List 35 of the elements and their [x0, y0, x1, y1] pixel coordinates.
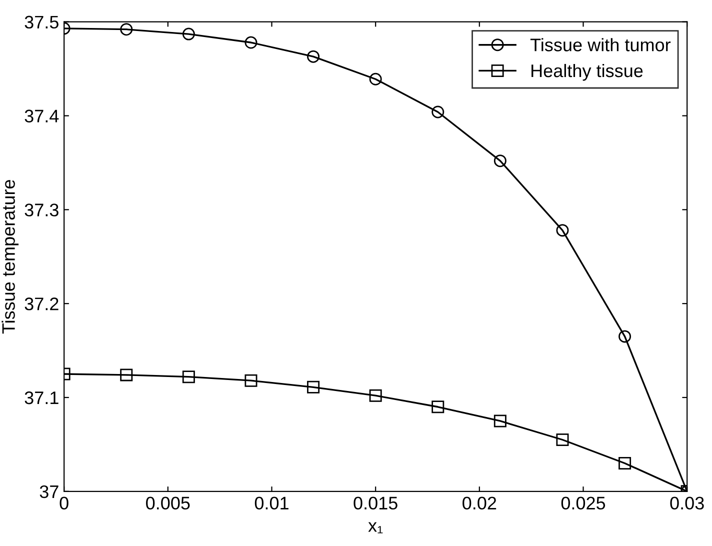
point [244, 374, 258, 387]
point [182, 28, 195, 40]
point [244, 36, 258, 49]
legend-label: Tissue with tumor [530, 38, 671, 52]
point [182, 370, 195, 384]
point [432, 106, 444, 118]
point [307, 380, 320, 394]
y-tick-label: 37.4 [24, 110, 59, 122]
point [494, 414, 506, 428]
x-tick-label: 0.005 [146, 496, 190, 510]
y-tick-label: 37.5 [24, 16, 58, 29]
point [556, 224, 569, 237]
x-tick-label: 0.02 [462, 496, 496, 510]
point [556, 434, 569, 446]
x-tick-label: 0.03 [670, 496, 704, 510]
point [618, 330, 632, 343]
point [432, 400, 444, 414]
x-tick-label: 0.015 [354, 496, 398, 510]
y-tick-label: 37.1 [24, 391, 58, 404]
x-tick-label: 0 [60, 496, 68, 510]
point [369, 72, 382, 86]
point [494, 154, 506, 168]
point [120, 23, 133, 36]
y-tick-label: 37.2 [24, 298, 58, 310]
point [369, 389, 382, 402]
y-tick-label: 37.3 [24, 204, 58, 216]
x-axis-title: x₁ [368, 522, 383, 534]
x-tick-label: 0.025 [561, 496, 606, 510]
point [618, 456, 632, 470]
y-axis-title: Tissue temperature [2, 180, 19, 334]
legend-label: Healthy tissue [532, 64, 643, 81]
x-tick-label: 0.01 [254, 496, 288, 510]
point [307, 50, 320, 63]
point [120, 368, 133, 382]
y-tick-label: 37 [40, 485, 58, 498]
